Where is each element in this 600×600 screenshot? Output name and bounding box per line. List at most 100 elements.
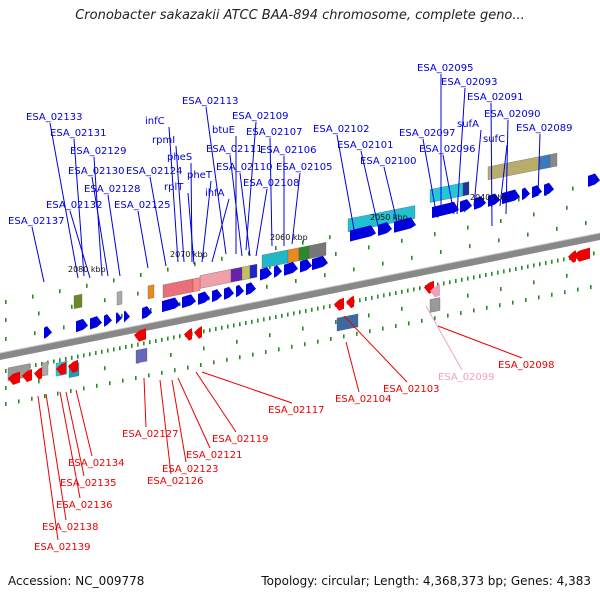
reverse-gene-arrow[interactable] [34,367,42,380]
gene-label[interactable]: ESA_02129 [70,146,127,157]
reverse-gene-arrow[interactable] [574,247,590,262]
gene-label[interactable]: pheT [187,170,213,181]
forward-gene-arrow[interactable] [532,185,542,199]
feature-block [135,347,148,364]
reverse-gene-arrow[interactable] [568,250,576,263]
gene-label[interactable]: ESA_02103 [383,384,440,395]
forward-gene-arrow[interactable] [378,222,392,236]
forward-gene-arrow[interactable] [44,326,52,339]
gene-label[interactable]: ESA_02110 [216,162,273,173]
gene-label[interactable]: ESA_02137 [8,216,65,227]
gene-label[interactable]: ESA_02132 [46,200,103,211]
gene-label[interactable]: ESA_02134 [68,458,125,469]
reverse-gene-arrow[interactable] [8,371,20,385]
reverse-gene-arrow[interactable] [346,295,354,309]
forward-gene-arrow[interactable] [212,289,222,303]
gene-label[interactable]: ESA_02127 [122,429,179,440]
gene-label[interactable]: ESA_02108 [243,178,300,189]
forward-gene-arrow[interactable] [312,255,328,271]
gene-label[interactable]: ESA_02111 [206,144,263,155]
forward-gene-arrow[interactable] [76,318,88,333]
forward-gene-arrow[interactable] [124,310,130,323]
gene-label[interactable]: pheS [167,152,192,163]
gene-label[interactable]: ESA_02089 [516,123,573,134]
gene-label[interactable]: ESA_02090 [484,109,541,120]
gene-label[interactable]: ESA_02101 [337,140,394,151]
gene-label[interactable]: ESA_02100 [360,156,417,167]
gene-label[interactable]: ESA_02121 [186,450,243,461]
forward-gene-arrow[interactable] [236,284,244,298]
gene-label[interactable]: rplT [164,182,184,193]
reverse-gene-arrow[interactable] [430,284,440,298]
gene-label[interactable]: rpmI [152,135,175,146]
forward-gene-arrow[interactable] [488,193,500,207]
gene-label[interactable]: ESA_02097 [399,128,456,139]
gene-label[interactable]: ESA_02107 [246,127,303,138]
gene-label[interactable]: ESA_02133 [26,112,83,123]
gene-label[interactable]: ESA_02131 [50,128,107,139]
gene-label[interactable]: ESA_02098 [498,360,555,371]
gene-label[interactable]: ESA_02099 [438,372,495,383]
forward-gene-arrow[interactable] [284,261,298,276]
forward-gene-arrow[interactable] [394,217,416,233]
gene-label[interactable]: ESA_02136 [56,500,113,511]
gene-label[interactable]: ESA_02128 [84,184,141,195]
track-dot [509,268,511,273]
reverse-gene-arrow[interactable] [134,328,146,342]
reverse-gene-arrow[interactable] [184,328,192,341]
gene-label[interactable]: ESA_02105 [276,162,333,173]
reverse-gene-arrow[interactable] [194,326,202,339]
gene-label[interactable]: ESA_02095 [417,63,474,74]
forward-gene-arrow[interactable] [350,225,376,242]
reverse-gene-arrow[interactable] [68,359,78,373]
forward-gene-arrow[interactable] [198,291,210,305]
forward-gene-arrow[interactable] [260,267,272,281]
forward-gene-arrow[interactable] [224,286,234,300]
forward-gene-arrow[interactable] [544,182,554,196]
gene-label[interactable]: ESA_02093 [441,77,498,88]
track-dot [382,326,384,331]
gene-label[interactable]: ESA_02138 [42,522,99,533]
gene-label[interactable]: ESA_02139 [34,542,91,553]
forward-gene-arrow[interactable] [90,316,102,330]
gene-label[interactable]: ESA_02117 [268,405,325,416]
forward-gene-arrow[interactable] [182,294,196,309]
gene-label[interactable]: ESA_02091 [467,92,524,103]
gene-label[interactable]: ESA_02126 [147,476,204,487]
gene-label[interactable]: ESA_02113 [182,96,239,107]
track-dot [266,284,268,289]
gene-label[interactable]: ESA_02104 [335,394,392,405]
forward-gene-arrow[interactable] [162,297,180,313]
gene-label[interactable]: ESA_02130 [68,166,125,177]
forward-gene-arrow[interactable] [116,312,122,325]
forward-gene-arrow[interactable] [142,306,152,320]
forward-gene-arrow[interactable] [474,196,486,210]
forward-gene-arrow[interactable] [274,265,282,278]
gene-label[interactable]: ESA_02125 [114,200,171,211]
forward-gene-arrow[interactable] [300,259,312,273]
gene-label[interactable]: ESA_02102 [313,124,370,135]
gene-label[interactable]: ESA_02109 [232,111,289,122]
forward-gene-arrow[interactable] [522,187,530,201]
forward-gene-arrow[interactable] [588,173,600,187]
reverse-gene-arrow[interactable] [22,369,32,383]
gene-label[interactable]: sufA [457,119,479,130]
track-dot [263,317,265,322]
gene-label[interactable]: sufC [483,134,505,145]
forward-gene-arrow[interactable] [104,314,112,327]
gene-label[interactable]: btuE [212,125,235,136]
gene-label[interactable]: infC [145,116,165,127]
forward-gene-arrow[interactable] [460,199,472,213]
reverse-gene-arrow[interactable] [56,362,66,376]
gene-label[interactable]: ESA_02124 [126,166,183,177]
gene-label[interactable]: ESA_02119 [212,434,269,445]
gene-label[interactable]: ihfA [205,188,225,199]
gene-label[interactable]: ESA_02106 [260,145,317,156]
accession-text: Accession: NC_009778 [8,574,145,588]
gene-label[interactable]: ESA_02135 [60,478,117,489]
gene-label[interactable]: ESA_02096 [419,144,476,155]
reverse-gene-arrow[interactable] [334,297,344,311]
forward-gene-arrow[interactable] [246,282,256,296]
gene-label[interactable]: ESA_02123 [162,464,219,475]
